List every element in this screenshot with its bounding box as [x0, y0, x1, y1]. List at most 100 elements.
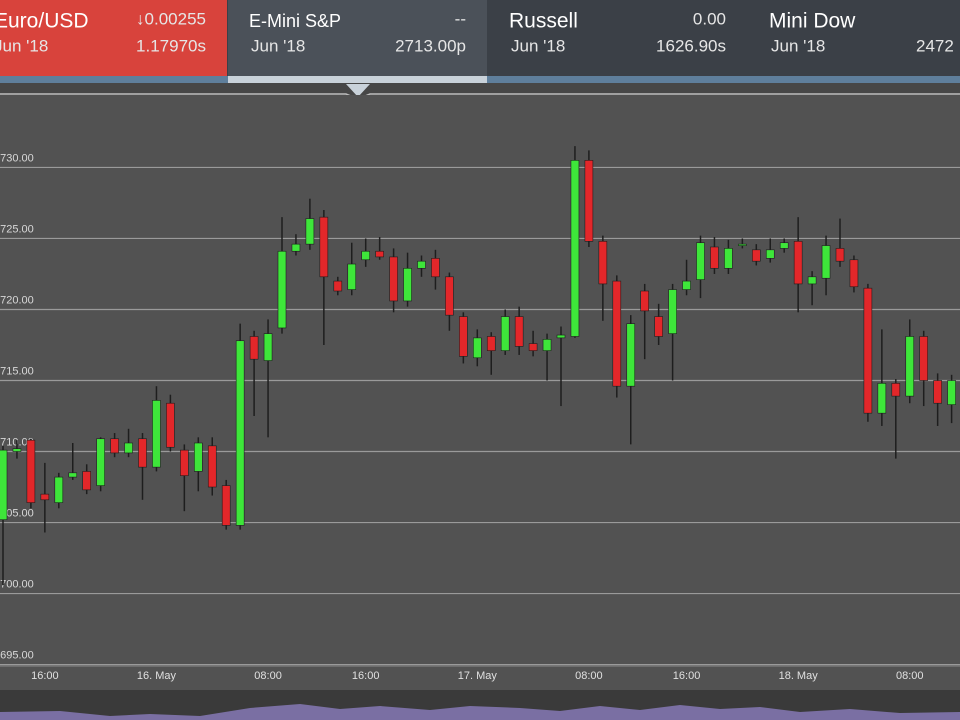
candle-body	[305, 218, 315, 245]
candle-body	[835, 248, 845, 262]
candle-body	[417, 260, 426, 269]
candle-body	[891, 383, 901, 397]
candle-body	[849, 259, 859, 288]
candle-body	[528, 343, 538, 351]
tab-mini-dow[interactable]	[749, 0, 960, 76]
candle-body	[333, 280, 343, 292]
plot-area	[0, 95, 960, 690]
x-tick-label: 08:00	[575, 670, 603, 682]
tab-contract: Jun '18	[511, 36, 565, 55]
tab-contract: Jun '18	[0, 36, 48, 55]
candle-body	[640, 290, 650, 312]
candle-body	[54, 476, 64, 503]
tab-title: E-Mini S&P	[249, 11, 341, 31]
candle-body	[514, 316, 524, 347]
candle-body	[919, 336, 929, 381]
candle-body	[933, 380, 942, 404]
candle-body	[500, 316, 510, 351]
candle-body	[472, 337, 482, 359]
candle-body	[68, 472, 78, 478]
candle-body	[738, 243, 747, 246]
candle-body	[724, 248, 733, 269]
candle-body	[110, 438, 119, 454]
x-tick-label: 16. May	[137, 670, 177, 682]
candle-body	[263, 333, 273, 361]
candle-body	[249, 336, 259, 360]
candle-body	[82, 471, 91, 491]
x-tick-label: 17. May	[458, 670, 498, 682]
chart-header-band	[0, 83, 960, 95]
tab-selected-indicator	[228, 76, 487, 83]
candle-body	[319, 216, 329, 278]
tab-price: 1.17970s	[136, 36, 206, 55]
candle-body	[207, 445, 217, 488]
candle-body	[459, 316, 468, 357]
candle-body	[682, 280, 691, 290]
candle-body	[877, 383, 887, 414]
y-tick-label: 2720.00	[0, 294, 34, 306]
tab-change: 0.00	[693, 9, 726, 28]
candle-body	[12, 448, 22, 452]
tab-title: Euro/USD	[0, 10, 89, 33]
candle-body	[821, 245, 831, 279]
candle-body	[361, 250, 371, 261]
tab-emini[interactable]	[228, 0, 487, 76]
candle-body	[654, 316, 663, 337]
x-tick-label: 16:00	[31, 670, 59, 682]
candle-body	[779, 242, 789, 249]
candle-body	[445, 276, 454, 316]
tab-price: 1626.90s	[656, 36, 726, 55]
candle-body	[807, 276, 817, 285]
candle-body	[194, 442, 203, 472]
tab-contract: Jun '18	[251, 36, 305, 55]
x-tick-label: 18. May	[779, 670, 819, 682]
candle-body	[905, 336, 915, 397]
candle-body	[696, 242, 705, 280]
y-tick-label: 2705.00	[0, 507, 34, 519]
y-tick-label: 2725.00	[0, 223, 34, 235]
candle-body	[180, 449, 189, 476]
candle-body	[138, 438, 147, 468]
candle-body	[0, 449, 8, 520]
tab-change: --	[455, 9, 466, 28]
y-tick-label: 2730.00	[0, 152, 34, 164]
candle-body	[793, 241, 803, 285]
x-tick-label: 08:00	[254, 670, 282, 682]
candles	[0, 146, 956, 586]
tab-price: 2713.00p	[395, 36, 466, 55]
candle-body	[235, 340, 245, 526]
tab-change: ↓0.00255	[136, 9, 206, 28]
candle-body	[375, 250, 384, 258]
candle-body	[389, 256, 398, 302]
candle-body	[570, 160, 580, 337]
candle-body	[291, 243, 301, 252]
candle-body	[668, 289, 677, 334]
tab-euro-usd[interactable]	[0, 0, 227, 76]
candle-body	[556, 334, 566, 339]
candle-body	[765, 249, 775, 259]
candle-body	[124, 442, 133, 454]
candle-body	[947, 380, 956, 405]
tab-contract: Jun '18	[771, 36, 825, 55]
candle-body	[542, 339, 552, 351]
candle-body	[221, 485, 231, 526]
candle-body	[486, 336, 496, 351]
candle-body	[751, 249, 761, 262]
candle-body	[710, 246, 719, 269]
candle-body	[431, 258, 440, 278]
candle-body	[40, 493, 50, 501]
candle-body	[626, 323, 636, 387]
candle-body	[152, 400, 161, 468]
candle-body	[96, 438, 105, 486]
pointer-arrow	[346, 84, 370, 97]
y-tick-label: 2700.00	[0, 578, 34, 590]
candle-body	[612, 280, 622, 387]
y-tick-label: 2715.00	[0, 365, 34, 377]
candle-body	[166, 402, 175, 448]
candle-body	[277, 250, 287, 329]
tab-russell[interactable]	[489, 0, 747, 76]
x-tick-label: 16:00	[352, 670, 380, 682]
